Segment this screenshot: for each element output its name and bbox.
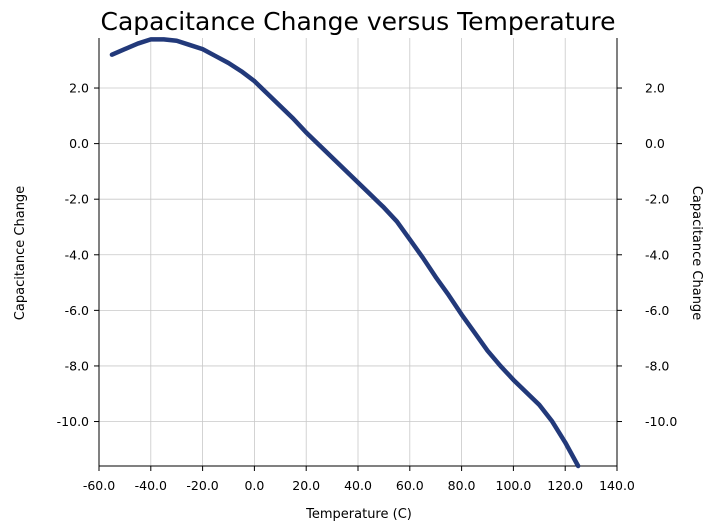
y-tick-label-right: -10.0 bbox=[645, 414, 677, 429]
data-point bbox=[304, 130, 309, 135]
data-point bbox=[110, 52, 114, 57]
y-tick-label-left: 0.0 bbox=[69, 136, 89, 151]
x-tick-label: 0.0 bbox=[244, 478, 264, 493]
data-point bbox=[408, 237, 412, 242]
y-axis-label: Capacitance Change bbox=[13, 186, 28, 320]
chart-title: Capacitance Change versus Temperature bbox=[100, 7, 615, 36]
data-point bbox=[200, 47, 205, 51]
y-tick-label-left: -10.0 bbox=[57, 414, 89, 429]
y-tick-label-left: 2.0 bbox=[69, 81, 89, 96]
y-tick-label-right: -4.0 bbox=[645, 247, 669, 262]
y-tick-label-left: -4.0 bbox=[65, 247, 89, 262]
y-tick-label-right: -6.0 bbox=[645, 303, 669, 318]
data-point bbox=[123, 47, 127, 51]
data-point bbox=[149, 37, 153, 42]
data-point bbox=[187, 43, 192, 47]
grid-lines bbox=[99, 38, 617, 466]
x-tick-label: 40.0 bbox=[344, 478, 372, 493]
y-tick-label-right: -2.0 bbox=[645, 192, 669, 207]
x-axis-label: Temperature (C) bbox=[305, 507, 412, 522]
data-point bbox=[136, 41, 140, 46]
data-point bbox=[446, 293, 451, 297]
y-tick-label-left: -8.0 bbox=[65, 358, 89, 373]
y-axis-label-right: Capacitance Change bbox=[689, 186, 704, 320]
x-tick-label: -20.0 bbox=[186, 478, 218, 493]
data-point bbox=[485, 348, 490, 353]
axes bbox=[94, 38, 622, 471]
series-layer bbox=[109, 37, 581, 469]
data-point bbox=[498, 364, 503, 368]
x-tick-label: 140.0 bbox=[599, 478, 635, 493]
data-point bbox=[343, 168, 347, 172]
data-point bbox=[576, 464, 580, 468]
y-tick-label-left: -6.0 bbox=[65, 303, 89, 318]
data-point bbox=[420, 255, 425, 260]
x-tick-label: -60.0 bbox=[83, 478, 115, 493]
y-tick-label-right: 0.0 bbox=[645, 136, 665, 151]
data-point bbox=[278, 104, 283, 108]
data-point bbox=[213, 54, 218, 58]
data-point bbox=[265, 91, 270, 96]
x-tick-label: 120.0 bbox=[547, 478, 583, 493]
data-point bbox=[382, 205, 386, 210]
x-tick-label: 20.0 bbox=[292, 478, 320, 493]
data-point bbox=[174, 38, 179, 43]
data-point bbox=[472, 330, 477, 335]
data-point bbox=[433, 275, 438, 279]
data-point bbox=[511, 378, 516, 382]
data-point bbox=[317, 143, 321, 147]
data-point bbox=[239, 69, 244, 74]
data-point bbox=[252, 79, 257, 83]
tick-labels: -60.0 -40.0 -20.0 0.0 20.0 40.0 60.0 80.0 100.0 1… bbox=[57, 81, 678, 493]
data-point bbox=[369, 193, 373, 197]
y-tick-label-right: -8.0 bbox=[645, 358, 669, 373]
data-point bbox=[459, 312, 464, 317]
data-point bbox=[563, 440, 567, 445]
y-tick-label-right: 2.0 bbox=[645, 81, 665, 96]
data-point bbox=[524, 390, 529, 395]
data-point bbox=[356, 180, 360, 185]
data-point bbox=[291, 116, 296, 121]
data-point bbox=[537, 403, 542, 407]
y-tick-label-left: -2.0 bbox=[65, 192, 89, 207]
x-tick-label: -40.0 bbox=[135, 478, 167, 493]
data-point bbox=[550, 419, 555, 424]
data-point bbox=[226, 61, 231, 65]
data-point bbox=[395, 219, 399, 224]
x-tick-label: 60.0 bbox=[396, 478, 424, 493]
data-point bbox=[161, 37, 166, 42]
x-tick-label: 80.0 bbox=[448, 478, 476, 493]
data-point bbox=[330, 155, 334, 160]
x-tick-label: 100.0 bbox=[496, 478, 532, 493]
series-line bbox=[109, 37, 581, 469]
